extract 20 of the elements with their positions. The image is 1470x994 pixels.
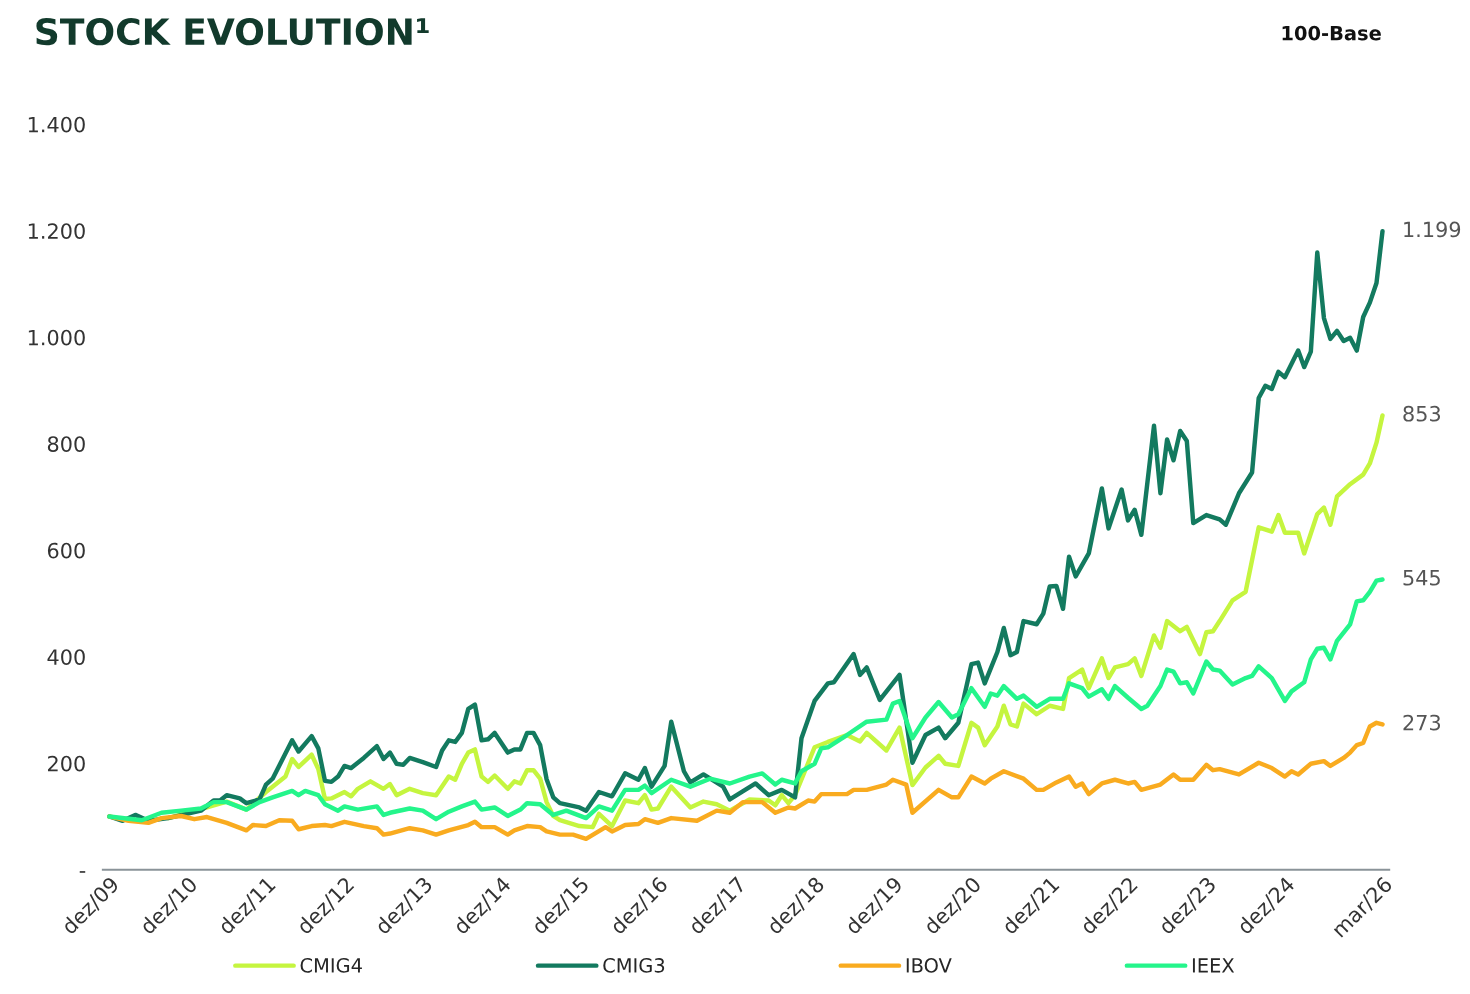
- annotation: 853: [1403, 405, 1441, 422]
- annotation: 273: [1403, 714, 1441, 731]
- legend-label: CMIG4: [300, 958, 362, 973]
- y-tick-label: 600: [47, 542, 85, 559]
- line-series: [107, 229, 1385, 823]
- y-tick-label: -: [79, 871, 86, 873]
- chart-title: STOCK EVOLUTION¹: [36, 17, 429, 46]
- legend-label: IEEX: [1192, 958, 1235, 973]
- line-series: [107, 577, 1385, 823]
- chart-subtitle: 100-Base: [1282, 25, 1381, 41]
- y-tick-label: 1.000: [28, 329, 85, 346]
- legend-label: IBOV: [906, 958, 952, 973]
- y-tick-label: 1.200: [28, 223, 85, 239]
- y-tick-label: 800: [47, 436, 85, 452]
- legend-label: CMIG3: [603, 958, 665, 973]
- y-tick-label: 1.400: [28, 116, 85, 133]
- annotation: 1.199: [1404, 221, 1461, 238]
- annotation: 545: [1403, 570, 1440, 586]
- y-tick-label: 200: [47, 755, 85, 772]
- y-tick-label: 400: [47, 649, 85, 665]
